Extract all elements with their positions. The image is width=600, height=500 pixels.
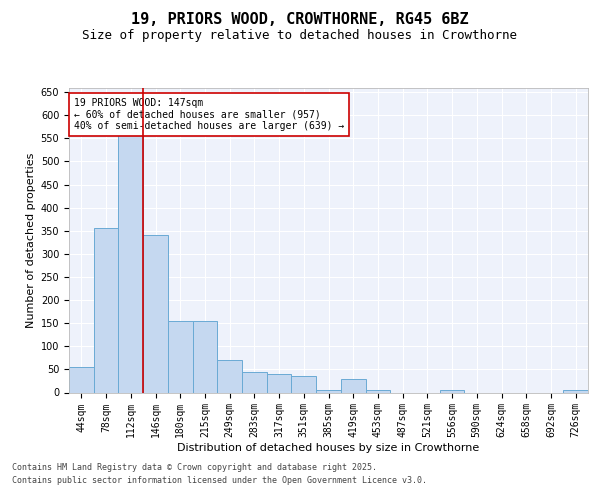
Bar [168,321,193,392]
Bar [292,376,316,392]
Text: Contains HM Land Registry data © Crown copyright and database right 2025.: Contains HM Land Registry data © Crown c… [12,462,377,471]
Text: Contains public sector information licensed under the Open Government Licence v3: Contains public sector information licen… [12,476,427,485]
Bar [193,321,217,392]
Bar [316,390,341,392]
Text: 19 PRIORS WOOD: 147sqm
← 60% of detached houses are smaller (957)
40% of semi-de: 19 PRIORS WOOD: 147sqm ← 60% of detached… [74,98,344,132]
Bar [440,390,464,392]
Bar [242,372,267,392]
Bar [267,374,292,392]
Bar [563,390,588,392]
Text: Size of property relative to detached houses in Crowthorne: Size of property relative to detached ho… [83,29,517,42]
Bar [365,390,390,392]
Bar [94,228,118,392]
Bar [217,360,242,392]
X-axis label: Distribution of detached houses by size in Crowthorne: Distribution of detached houses by size … [178,443,479,453]
Bar [69,367,94,392]
Y-axis label: Number of detached properties: Number of detached properties [26,152,37,328]
Bar [341,378,365,392]
Bar [118,106,143,393]
Text: 19, PRIORS WOOD, CROWTHORNE, RG45 6BZ: 19, PRIORS WOOD, CROWTHORNE, RG45 6BZ [131,12,469,28]
Bar [143,236,168,392]
